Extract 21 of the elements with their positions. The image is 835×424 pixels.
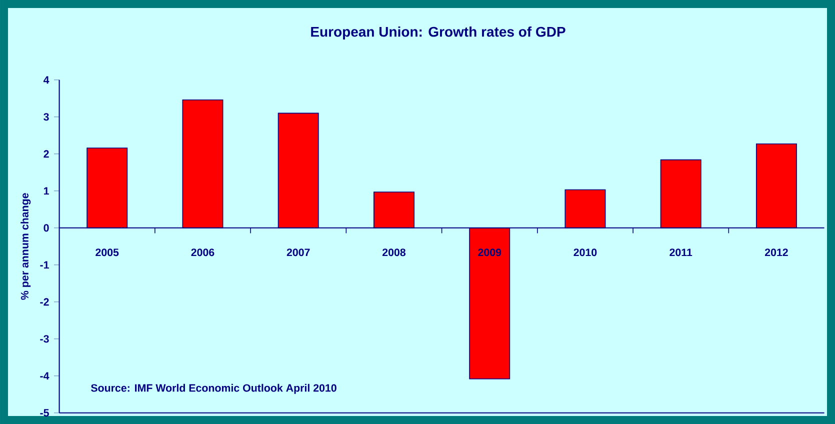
y-tick-label: 0: [44, 224, 49, 232]
y-tick-label: 3: [44, 113, 49, 121]
x-tick-label: 2007: [286, 248, 310, 256]
y-tick-label: -1: [40, 261, 49, 269]
x-tick-label: 2009: [478, 248, 502, 256]
y-tick-label: -3: [40, 335, 49, 343]
y-tick-label: -5: [40, 409, 49, 417]
y-tick-label: -2: [40, 298, 49, 306]
y-tick-label: 2: [44, 150, 49, 158]
y-tick-label: 4: [43, 76, 50, 84]
x-tick-label: 2012: [764, 248, 788, 256]
x-tick-label: 2005: [96, 248, 119, 256]
y-axis-title: % per annum change: [20, 193, 31, 300]
x-tick-label: 2008: [382, 248, 406, 256]
annotation: Source: IMF World Economic Outlook April 2010: [90, 384, 336, 394]
y-tick-label: -4: [40, 372, 50, 380]
x-tick-label: 2006: [191, 248, 214, 256]
chart-title: European Union: Growth rates of GDP: [311, 26, 566, 40]
x-tick-label: 2010: [574, 248, 597, 256]
y-tick-label: 1: [44, 187, 49, 195]
x-tick-label: 2011: [670, 248, 692, 256]
